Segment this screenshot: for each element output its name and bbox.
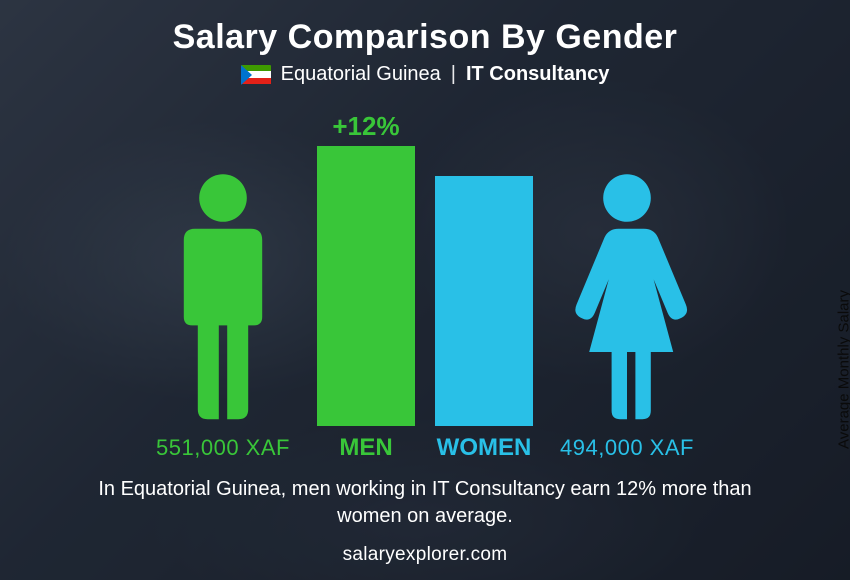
women-bar-column bbox=[434, 176, 534, 426]
men-label: MEN bbox=[316, 434, 416, 462]
separator: | bbox=[451, 63, 456, 86]
women-salary: 494,000 XAF bbox=[552, 435, 702, 461]
sector-label: IT Consultancy bbox=[466, 63, 609, 86]
men-bar bbox=[317, 146, 415, 426]
women-label: WOMEN bbox=[434, 434, 534, 462]
footer-source: salaryexplorer.com bbox=[343, 544, 508, 566]
men-salary: 551,000 XAF bbox=[148, 435, 298, 461]
flag-triangle bbox=[241, 65, 252, 85]
summary-text: In Equatorial Guinea, men working in IT … bbox=[65, 476, 785, 530]
men-icon-column bbox=[148, 166, 298, 426]
women-bar bbox=[435, 176, 533, 426]
infographic-content: Salary Comparison By Gender Equatorial G… bbox=[0, 0, 850, 580]
labels-row: 551,000 XAF MEN WOMEN 494,000 XAF bbox=[40, 434, 810, 462]
female-icon bbox=[557, 166, 697, 426]
male-icon bbox=[153, 166, 293, 426]
page-title: Salary Comparison By Gender bbox=[173, 18, 678, 57]
y-axis-label: Average Monthly Salary bbox=[836, 290, 850, 449]
subtitle-row: Equatorial Guinea | IT Consultancy bbox=[241, 63, 610, 86]
country-label: Equatorial Guinea bbox=[281, 63, 441, 86]
delta-label: +12% bbox=[332, 111, 399, 142]
flag-icon bbox=[241, 65, 271, 85]
comparison-chart: +12% bbox=[40, 94, 810, 426]
men-bar-column: +12% bbox=[316, 111, 416, 426]
women-icon-column bbox=[552, 166, 702, 426]
